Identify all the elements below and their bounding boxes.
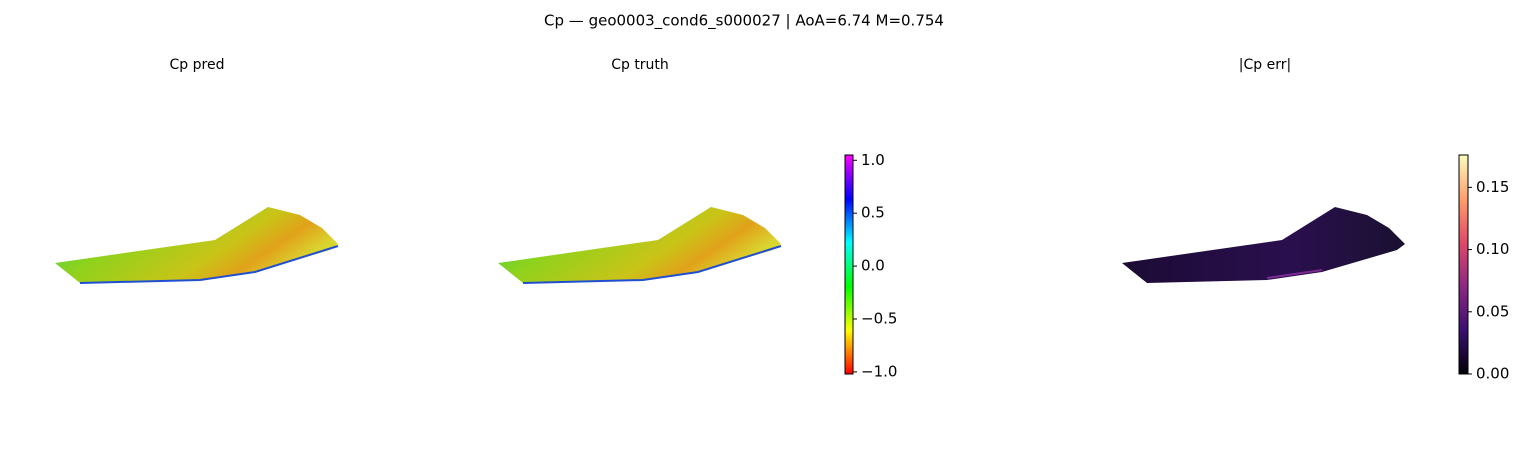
- surface: [1122, 207, 1405, 283]
- tick-label: 0.0: [861, 257, 885, 275]
- tick-label: 0.5: [861, 204, 885, 222]
- colorbar: [1458, 154, 1469, 375]
- subplot-title: |Cp err|: [1239, 57, 1291, 73]
- colorbar: [844, 154, 854, 375]
- surface: [55, 207, 339, 284]
- tick-label: 1.0: [861, 151, 885, 169]
- tick-label: 0.00: [1476, 365, 1509, 383]
- tick-label: 0.05: [1476, 302, 1509, 320]
- tick-label: 0.10: [1476, 240, 1509, 258]
- figure-title: Cp — geo0003_cond6_s000027 | AoA=6.74 M=…: [544, 12, 944, 31]
- tick-label: −1.0: [861, 362, 897, 380]
- subplot-title: Cp pred: [170, 57, 225, 73]
- tick-label: 0.15: [1476, 178, 1509, 196]
- surface: [498, 207, 782, 284]
- subplot-title: Cp truth: [611, 57, 669, 73]
- tick-label: −0.5: [861, 309, 897, 327]
